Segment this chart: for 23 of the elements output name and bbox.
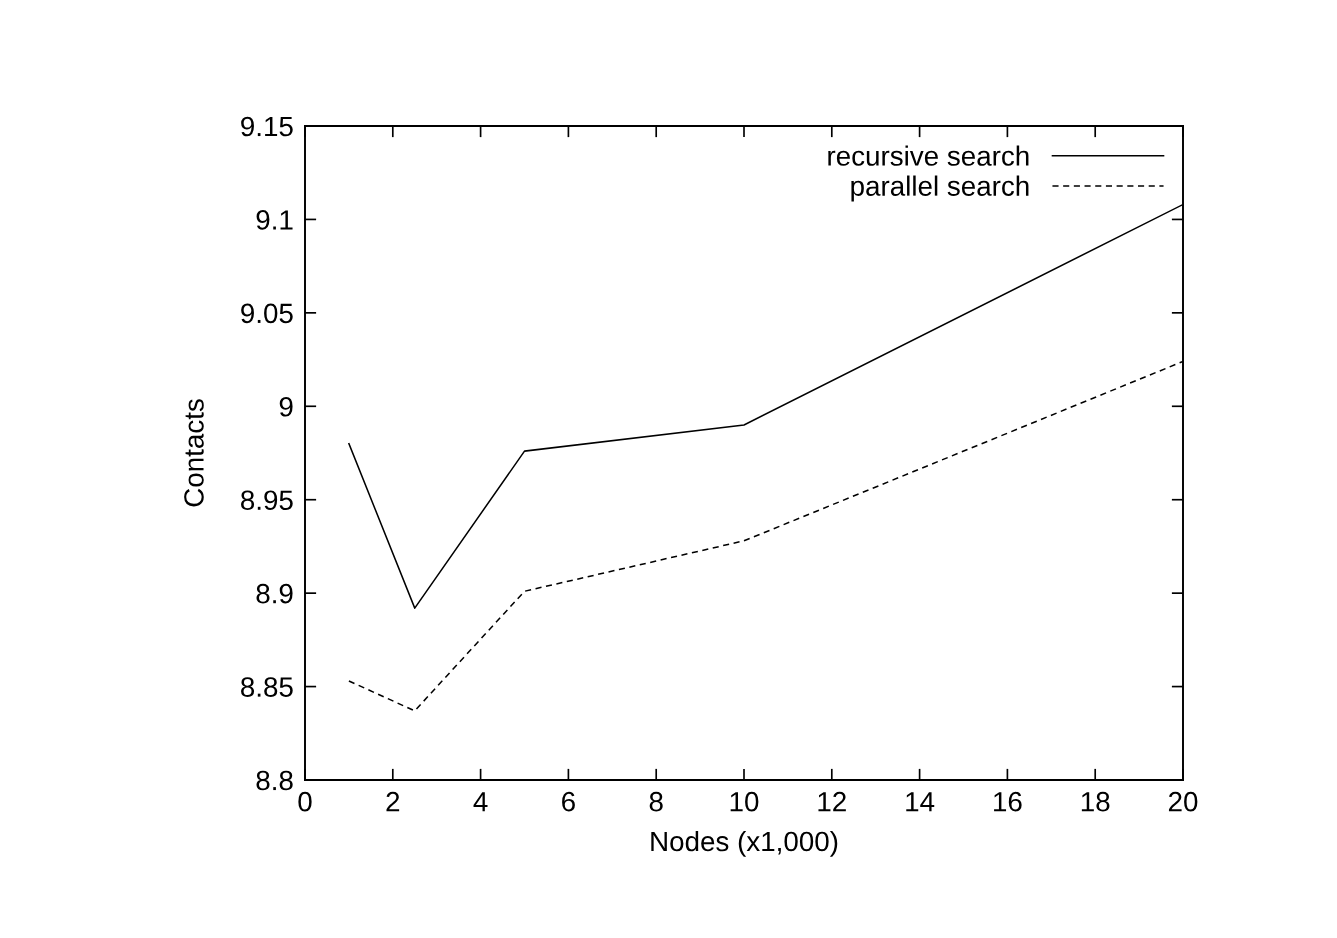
y-tick-label: 8.8 [256, 770, 293, 791]
y-tick-label: 9 [279, 396, 293, 417]
x-tick-label: 0 [298, 791, 312, 812]
y-tick-label: 9.05 [241, 303, 293, 324]
x-tick-label: 2 [386, 791, 400, 812]
x-tick-label: 18 [1081, 791, 1110, 812]
x-tick-label: 6 [562, 791, 575, 812]
y-tick-label: 8.85 [241, 677, 293, 697]
legend-label: recursive search [828, 145, 1029, 166]
y-tick-label: 9.15 [241, 116, 293, 137]
x-tick-label: 8 [649, 791, 663, 812]
y-tick-label: 8.95 [241, 490, 293, 511]
x-tick-label: 10 [730, 791, 759, 812]
x-tick-label: 4 [473, 792, 488, 812]
x-axis-title: Nodes (x1,000) [651, 830, 838, 857]
y-tick-label: 9.1 [256, 210, 293, 230]
y-tick-label: 8.9 [256, 583, 293, 604]
x-tick-label: 12 [818, 791, 846, 812]
legend-label: parallel search [851, 175, 1029, 202]
y-axis-title: Contacts [184, 399, 204, 507]
x-tick-label: 20 [1168, 791, 1198, 812]
x-tick-label: 16 [994, 791, 1022, 812]
x-tick-label: 14 [906, 792, 935, 812]
